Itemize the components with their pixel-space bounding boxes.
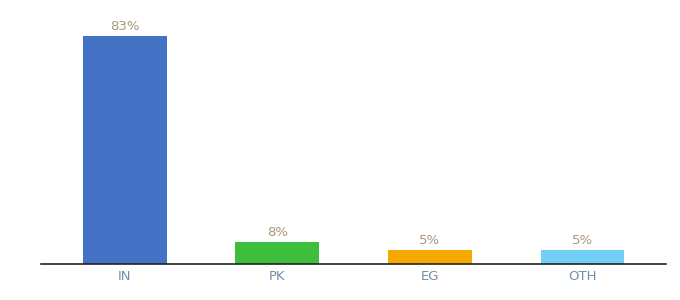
Bar bbox=[541, 250, 624, 264]
Text: 83%: 83% bbox=[110, 20, 139, 33]
Bar bbox=[83, 36, 167, 264]
Text: 5%: 5% bbox=[572, 234, 593, 247]
Text: 5%: 5% bbox=[420, 234, 441, 247]
Text: 8%: 8% bbox=[267, 226, 288, 239]
Bar bbox=[388, 250, 472, 264]
Bar bbox=[235, 242, 320, 264]
